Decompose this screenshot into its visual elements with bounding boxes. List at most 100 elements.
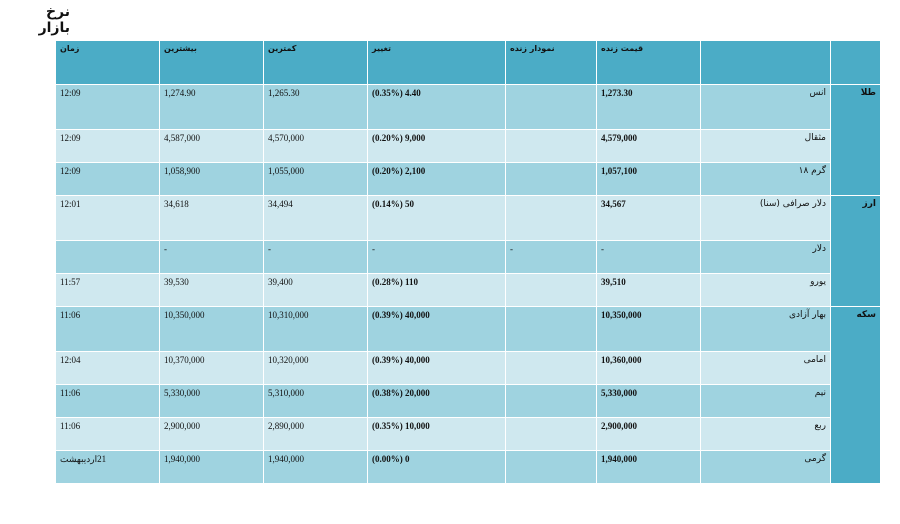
row-name: امامی [700,351,831,385]
row-name: دلار صرافی (سنا) [700,195,831,241]
row-name: گرمی [700,450,831,484]
row-live-price: 10,360,000 [596,351,701,385]
row-live-price: 34,567 [596,195,701,241]
row-min: 4,570,000 [263,129,368,163]
row-name: ربع [700,417,831,451]
row-min: 34,494 [263,195,368,241]
row-time: 12:01 [55,195,160,241]
table-row: یورو 39,510 110 (0.28%) 39,400 39,530 11… [55,273,881,307]
table-row: مثقال 4,579,000 9,000 (0.20%) 4,570,000 … [55,129,881,163]
row-time: 11:06 [55,306,160,352]
header-max: بیشترین [159,40,264,85]
row-live-chart [505,84,597,130]
row-live-chart [505,195,597,241]
table-row: ارز دلار صرافی (سنا) 34,567 50 (0.14%) 3… [55,195,881,307]
header-time: زمان [55,40,160,85]
row-live-chart [505,273,597,307]
row-live-chart [505,351,597,385]
row-max: - [159,240,264,274]
row-max: 4,587,000 [159,129,264,163]
row-live-chart [505,450,597,484]
row-live-price: 1,057,100 [596,162,701,196]
row-change: 50 (0.14%) [367,195,506,241]
group-label-currency: ارز [830,195,881,307]
row-time: 21اردیبهشت [55,450,160,484]
row-name: بهار آزادی [700,306,831,352]
row-min: 2,890,000 [263,417,368,451]
row-change: 2,100 (0.20%) [367,162,506,196]
row-live-chart [505,417,597,451]
row-max: 1,940,000 [159,450,264,484]
table-row: گرم ۱۸ 1,057,100 2,100 (0.20%) 1,055,000… [55,162,881,196]
row-live-price: 4,579,000 [596,129,701,163]
row-max: 1,274.90 [159,84,264,130]
row-min: - [263,240,368,274]
row-min: 1,055,000 [263,162,368,196]
row-live-price: 10,350,000 [596,306,701,352]
row-time: 12:09 [55,84,160,130]
row-live-price: 1,273.30 [596,84,701,130]
row-min: 10,320,000 [263,351,368,385]
row-name: انس [700,84,831,130]
row-live-chart [505,129,597,163]
header-change: تغییر [367,40,506,85]
row-live-price: 1,940,000 [596,450,701,484]
market-rates-table: قیمت زنده نمودار زنده تغییر کمترین بیشتر… [55,40,881,484]
group-label-gold: طلا [830,84,881,196]
row-live-price: - [596,240,701,274]
header-row: قیمت زنده نمودار زنده تغییر کمترین بیشتر… [55,40,881,85]
row-min: 5,310,000 [263,384,368,418]
row-time: 12:04 [55,351,160,385]
table-row: دلار - - - - - [55,240,881,274]
group-label-coins: سکه [830,306,881,484]
header-name [700,40,831,85]
row-change: 40,000 (0.39%) [367,351,506,385]
row-max: 34,618 [159,195,264,241]
row-live-price: 5,330,000 [596,384,701,418]
row-max: 10,350,000 [159,306,264,352]
row-max: 5,330,000 [159,384,264,418]
row-live-chart [505,306,597,352]
row-min: 39,400 [263,273,368,307]
row-time: 12:09 [55,129,160,163]
row-name: مثقال [700,129,831,163]
row-name: یورو [700,273,831,307]
row-min: 10,310,000 [263,306,368,352]
row-live-chart [505,384,597,418]
row-live-chart: - [505,240,597,274]
table-row: گرمی 1,940,000 0 (0.00%) 1,940,000 1,940… [55,450,881,484]
row-time: 11:06 [55,417,160,451]
table-row: امامی 10,360,000 40,000 (0.39%) 10,320,0… [55,351,881,385]
row-max: 2,900,000 [159,417,264,451]
row-live-chart [505,162,597,196]
row-change: 9,000 (0.20%) [367,129,506,163]
table-row: طلا انس 1,273.30 4.40 (0.35%) 1,265.30 1… [55,84,881,196]
row-live-price: 39,510 [596,273,701,307]
row-name: نیم [700,384,831,418]
row-live-price: 2,900,000 [596,417,701,451]
row-max: 10,370,000 [159,351,264,385]
header-min: کمترین [263,40,368,85]
header-live-price: قیمت زنده [596,40,701,85]
row-time: 12:09 [55,162,160,196]
table-row: نیم 5,330,000 20,000 (0.38%) 5,310,000 5… [55,384,881,418]
row-change: 4.40 (0.35%) [367,84,506,130]
row-time: 11:57 [55,273,160,307]
row-min: 1,940,000 [263,450,368,484]
header-group [830,40,881,85]
header-live-chart: نمودار زنده [505,40,597,85]
row-min: 1,265.30 [263,84,368,130]
row-change: - [367,240,506,274]
row-max: 39,530 [159,273,264,307]
row-time [55,240,160,274]
row-change: 40,000 (0.39%) [367,306,506,352]
row-max: 1,058,900 [159,162,264,196]
table-row: سکه بهار آزادی 10,350,000 40,000 (0.39%)… [55,306,881,484]
row-change: 20,000 (0.38%) [367,384,506,418]
page-title: نرخ بازار [38,4,70,36]
row-name: دلار [700,240,831,274]
table-row: ربع 2,900,000 10,000 (0.35%) 2,890,000 2… [55,417,881,451]
row-change: 0 (0.00%) [367,450,506,484]
row-name: گرم ۱۸ [700,162,831,196]
row-time: 11:06 [55,384,160,418]
